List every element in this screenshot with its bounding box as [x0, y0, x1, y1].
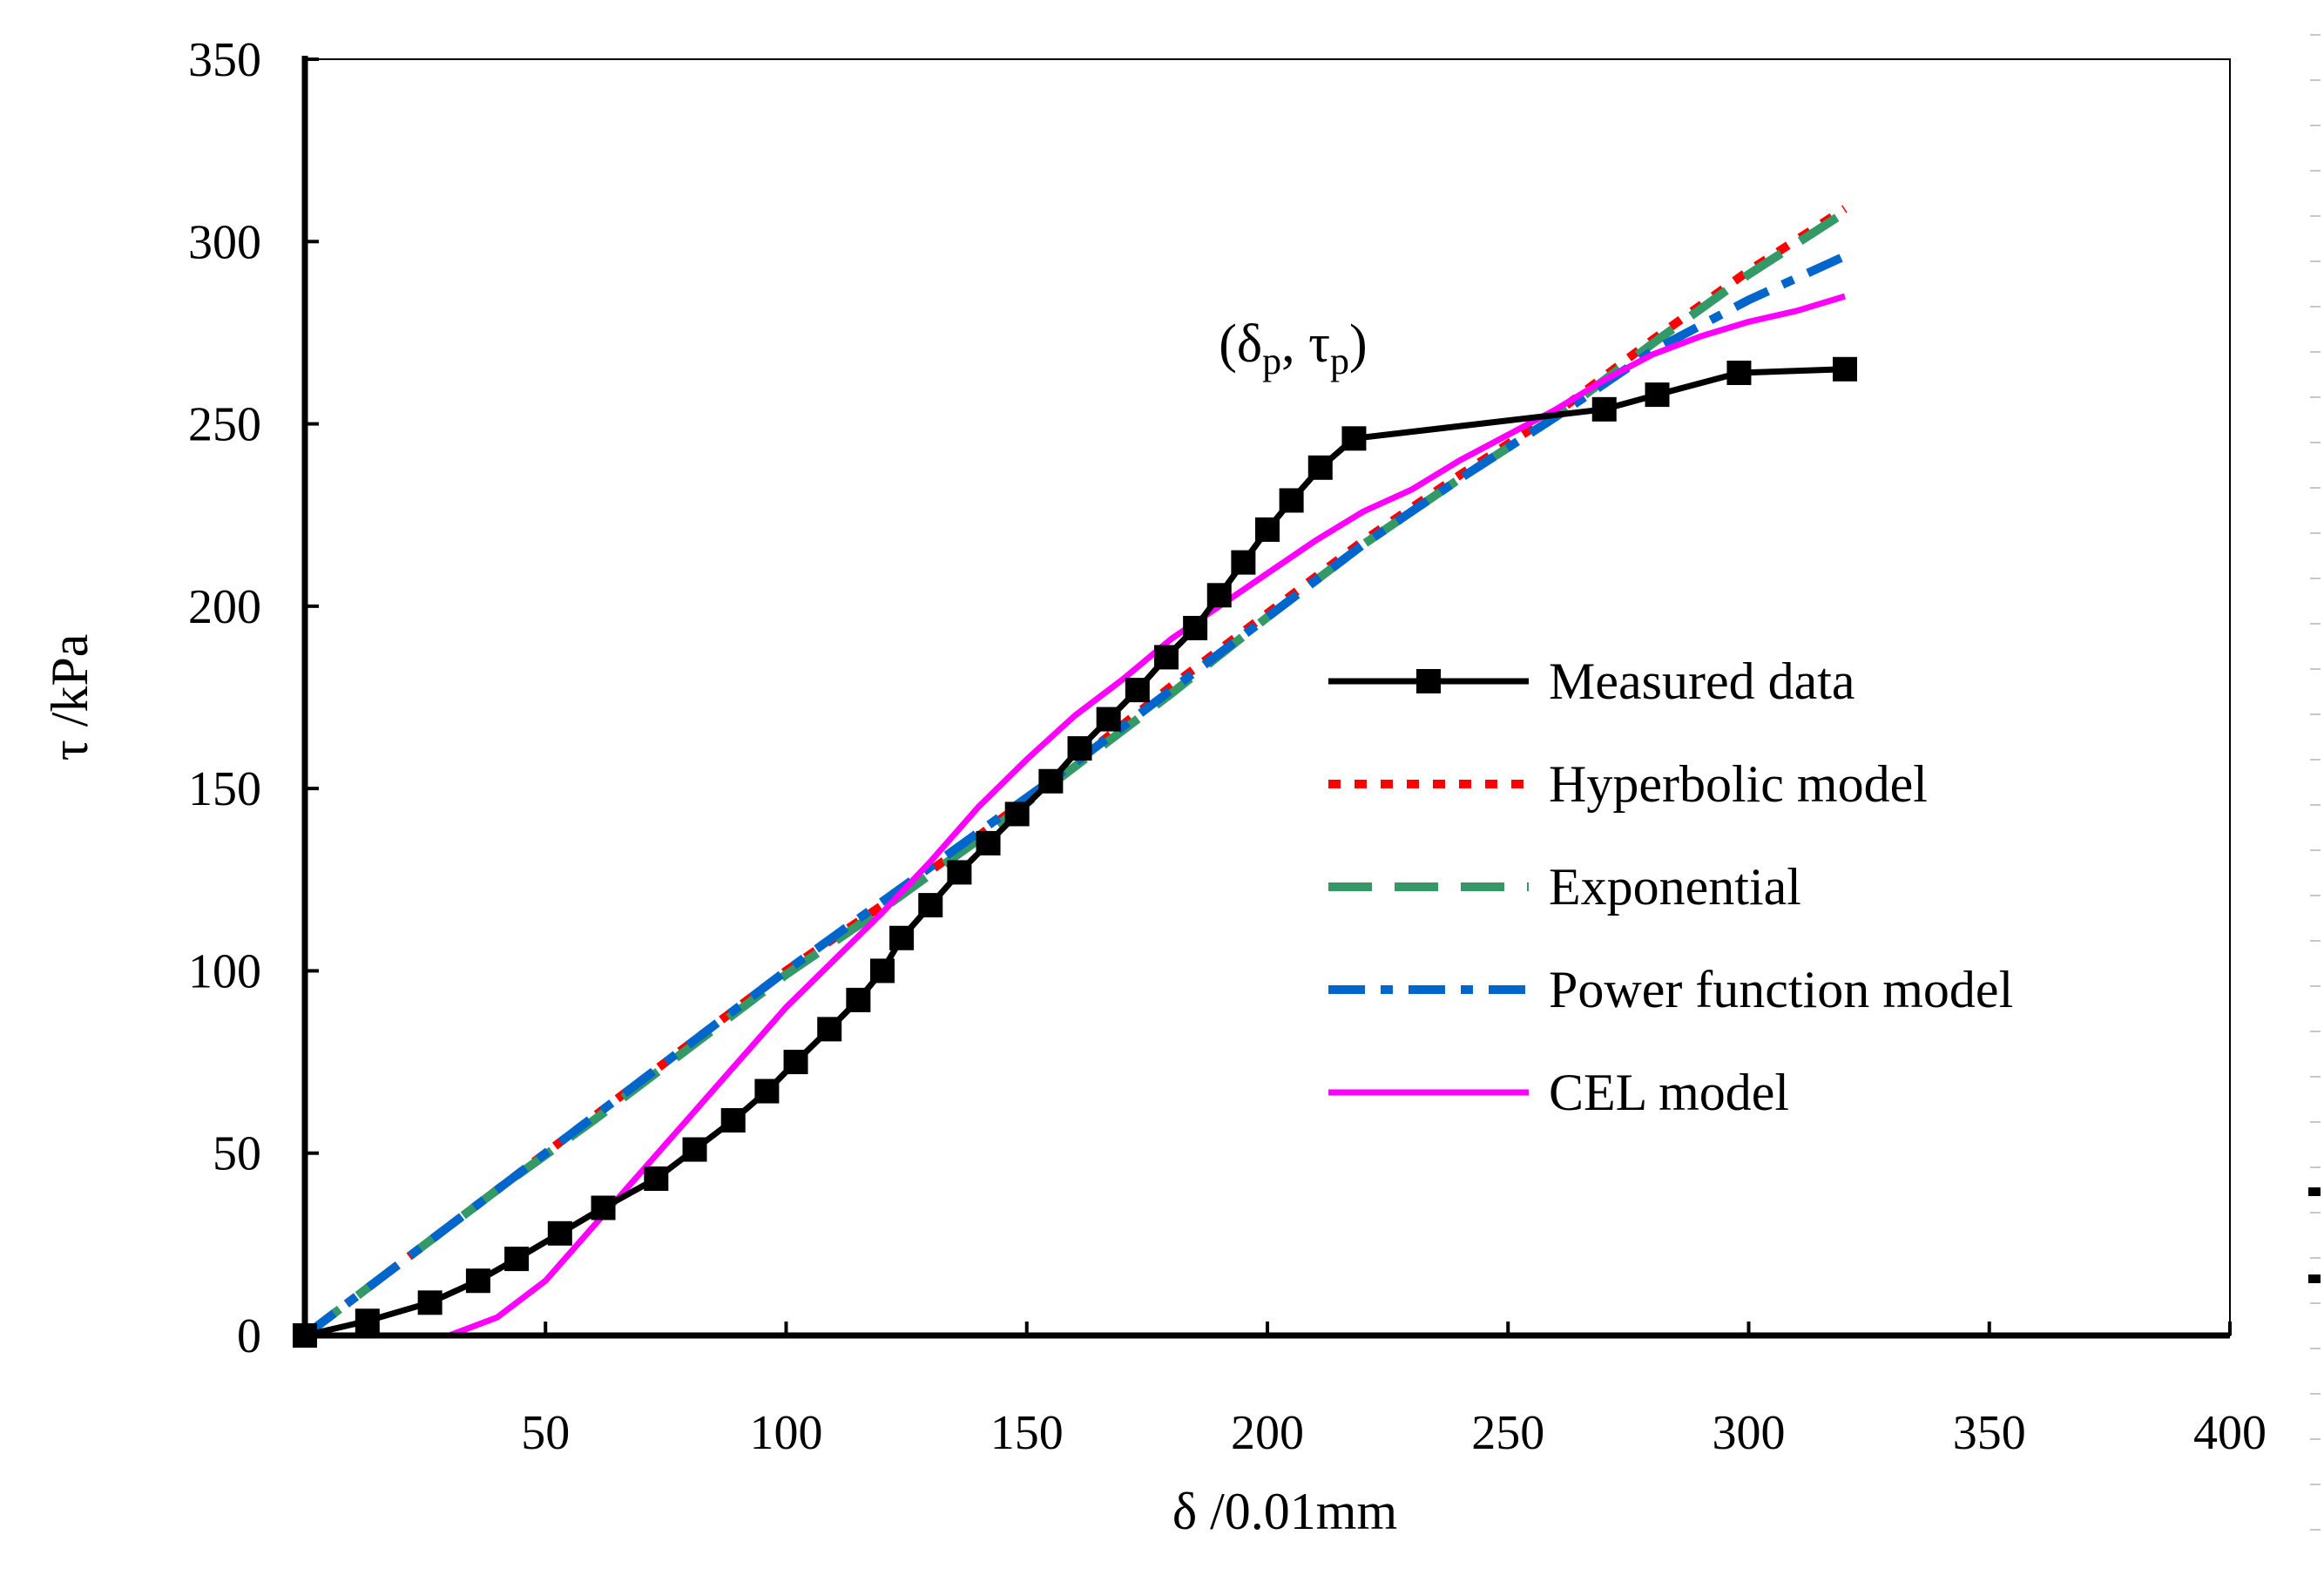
- legend-label: Measured data: [1549, 652, 1855, 710]
- series-line-power-function-model: [301, 252, 1848, 1339]
- measured-data-point: [846, 987, 871, 1012]
- measured-data-point: [1153, 645, 1179, 670]
- y-tick-label: 50: [213, 1127, 261, 1181]
- y-tick-label: 300: [188, 215, 261, 269]
- x-tick-label: 400: [2193, 1406, 2267, 1460]
- y-tick-label: 100: [188, 944, 261, 998]
- annotation-close: ): [1349, 314, 1368, 374]
- legend-label: Hyperbolic model: [1549, 755, 1928, 813]
- x-tick-label: 100: [750, 1406, 823, 1460]
- annotation-open: (δ: [1219, 314, 1262, 374]
- peak-annotation: (δp, τp): [1219, 314, 1367, 382]
- measured-data-point: [1255, 517, 1280, 542]
- measured-data-point: [504, 1247, 530, 1272]
- edge-mark: [2308, 1187, 2321, 1196]
- measured-data-point: [1004, 801, 1030, 827]
- x-ticks: 50 100 150 200 250 300 350 400: [521, 1322, 2267, 1460]
- measured-data-point: [547, 1220, 572, 1246]
- measured-data-point: [754, 1078, 780, 1104]
- measured-data-point: [1206, 583, 1232, 608]
- legend-label: CEL model: [1549, 1064, 1789, 1121]
- y-tick-label: 150: [188, 762, 261, 816]
- measured-data-point: [783, 1050, 808, 1075]
- y-tick-label: 250: [188, 398, 261, 452]
- measured-data-point: [1645, 382, 1670, 408]
- measured-data-point: [918, 893, 943, 918]
- measured-data-point: [682, 1137, 707, 1162]
- right-edge-dashes: [2308, 34, 2321, 1531]
- measured-data-point: [355, 1308, 380, 1334]
- measured-data-point: [644, 1166, 669, 1192]
- series-line-cel-model: [305, 293, 1847, 1339]
- measured-data-point: [1183, 615, 1208, 640]
- measured-data-point: [1307, 455, 1333, 480]
- y-axis-title: τ /kPa: [41, 634, 98, 761]
- measured-data-point: [1125, 678, 1150, 703]
- annotation-sub-tau: p: [1330, 340, 1349, 382]
- x-axis-title: δ /0.01mm: [1172, 1483, 1397, 1540]
- y-tick-label: 200: [188, 580, 261, 634]
- y-tick-label: 0: [237, 1309, 261, 1363]
- measured-data-point: [817, 1017, 842, 1042]
- measured-data-point: [591, 1195, 616, 1220]
- legend-marker: [1416, 669, 1441, 693]
- measured-data-point: [465, 1268, 490, 1294]
- measured-data-point: [976, 830, 1001, 855]
- measured-data-point: [1279, 488, 1304, 513]
- measured-data-point: [889, 925, 915, 950]
- annotation-sub-delta: p: [1262, 340, 1281, 382]
- measured-data-point: [1591, 396, 1617, 422]
- x-tick-label: 300: [1713, 1406, 1786, 1460]
- legend-label: Exponential: [1549, 858, 1801, 916]
- x-tick-label: 200: [1231, 1406, 1304, 1460]
- y-ticks: 0 50 100 150 200 250 300 350: [188, 33, 319, 1363]
- series-layer: [293, 205, 1857, 1348]
- measured-data-point: [417, 1290, 443, 1315]
- y-tick-label: 350: [188, 33, 261, 87]
- measured-data-point: [1067, 736, 1092, 761]
- legend-label: Power function model: [1549, 961, 2013, 1018]
- legend: Measured data Hyperbolic model Exponential…: [1328, 652, 2013, 1121]
- edge-mark: [2308, 1274, 2321, 1283]
- measured-data-point: [1341, 426, 1367, 451]
- x-tick-label: 150: [990, 1406, 1064, 1460]
- measured-data-point: [947, 860, 972, 885]
- measured-data-point: [720, 1108, 746, 1133]
- measured-data-point: [1096, 706, 1121, 732]
- measured-data-point: [1231, 550, 1256, 575]
- measured-data-point: [1833, 356, 1857, 382]
- x-tick-label: 250: [1471, 1406, 1544, 1460]
- measured-data-point: [870, 958, 895, 984]
- measured-data-point: [1038, 768, 1064, 794]
- measured-data-point: [1726, 360, 1752, 385]
- x-tick-label: 50: [521, 1406, 570, 1460]
- annotation-mid: , τ: [1281, 314, 1330, 374]
- x-tick-label: 350: [1953, 1406, 2026, 1460]
